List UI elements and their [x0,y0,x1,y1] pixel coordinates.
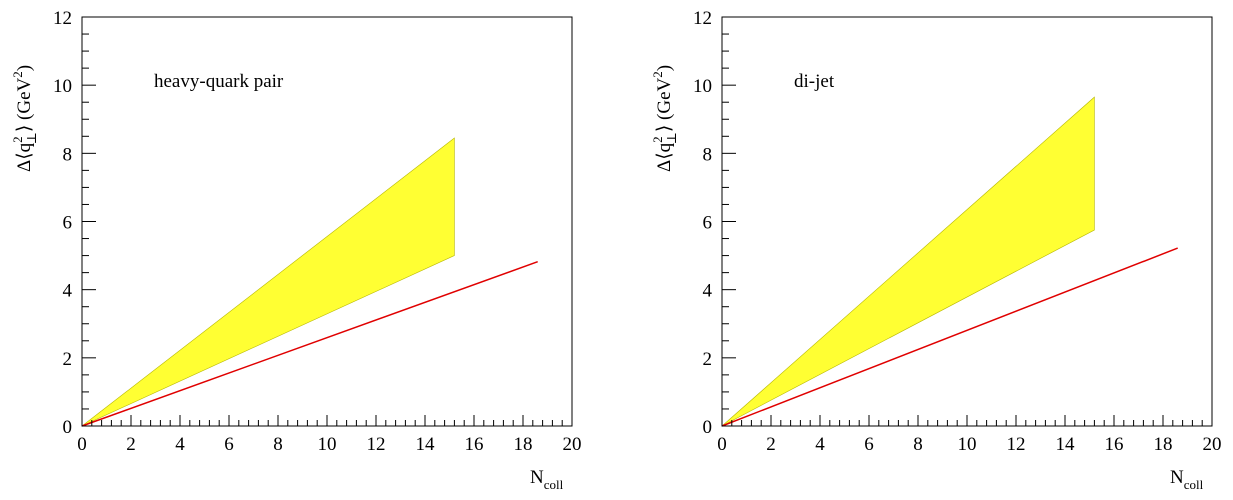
y-axis-title-sub: ⊥ [664,132,679,144]
y-tick-label: 12 [693,8,712,29]
x-tick-label: 2 [126,434,136,455]
panel-di-jet: 0 2 4 6 8 10 12 14 16 18 20 0 2 4 6 8 10 12 di-jet Ncoll Δ⟨q… [650,8,1222,492]
red-line-series [721,247,1178,427]
x-tick-label: 0 [77,434,87,455]
x-axis-title-sub: coll [544,477,564,492]
y-tick-label: 8 [63,144,73,165]
y-tick-label: 0 [63,417,73,438]
y-axis-title-prefix: Δ⟨q [654,142,675,172]
uncertainty-band [721,96,1095,427]
y-axis-title-sub: ⊥ [24,132,39,144]
y-tick-label: 8 [703,144,713,165]
y-tick-label: 4 [703,281,713,302]
x-tick-label: 2 [766,434,776,455]
panel-annotation: heavy-quark pair [154,71,284,92]
y-axis-title-unit_sup: 2 [650,71,665,78]
x-tick-label: 16 [465,434,484,455]
y-tick-label: 10 [693,76,712,97]
x-tick-label: 16 [1105,434,1124,455]
x-tick-label: 12 [367,434,386,455]
x-tick-label: 20 [1203,434,1222,455]
red-line-series [81,261,538,427]
x-tick-label: 18 [514,434,533,455]
uncertainty-band [81,137,455,427]
x-axis-title: Ncoll [530,467,564,492]
x-tick-label: 0 [717,434,727,455]
y-axis-title-close: ) [14,65,35,71]
x-tick-label: 4 [815,434,825,455]
x-axis-title-main: N [1170,467,1184,488]
y-tick-label: 0 [703,417,713,438]
x-tick-label: 10 [958,434,977,455]
y-axis-title-suffix: ⟩ (GeV [14,77,35,132]
x-axis-title-sub: coll [1184,477,1204,492]
y-tick-label: 2 [63,349,73,370]
x-tick-label: 18 [1154,434,1173,455]
y-tick-label: 6 [703,213,713,234]
x-tick-label: 14 [416,434,436,455]
y-axis-title-unit_sup: 2 [10,71,25,78]
x-tick-label: 20 [563,434,582,455]
y-tick-label: 2 [703,349,713,370]
y-tick-label: 4 [63,281,73,302]
x-tick-label: 12 [1007,434,1026,455]
x-tick-label: 4 [175,434,185,455]
x-tick-label: 8 [273,434,283,455]
x-tick-label: 8 [913,434,923,455]
x-tick-label: 10 [318,434,337,455]
panel-heavy-quark-pair: 0 2 4 6 8 10 12 14 16 18 20 0 2 4 6 8 10 12 heavy-quark pa… [10,8,582,492]
x-axis-title-main: N [530,467,544,488]
y-axis-title-sup: 2 [10,136,25,143]
x-tick-label: 6 [224,434,234,455]
y-tick-label: 6 [63,213,73,234]
panel-annotation: di-jet [794,71,835,92]
y-axis-title-prefix: Δ⟨q [14,142,35,172]
y-tick-label: 10 [53,76,72,97]
x-tick-label: 14 [1056,434,1076,455]
y-axis-title: Δ⟨q2⊥⟩ (GeV2) [10,65,39,172]
y-axis-title-close: ) [654,65,675,71]
x-axis-title: Ncoll [1170,467,1204,492]
x-tick-label: 6 [864,434,874,455]
y-axis-title-suffix: ⟩ (GeV [654,77,675,132]
y-axis-title-sup: 2 [650,136,665,143]
y-axis-title: Δ⟨q2⊥⟩ (GeV2) [650,65,679,172]
y-tick-label: 12 [53,8,72,29]
